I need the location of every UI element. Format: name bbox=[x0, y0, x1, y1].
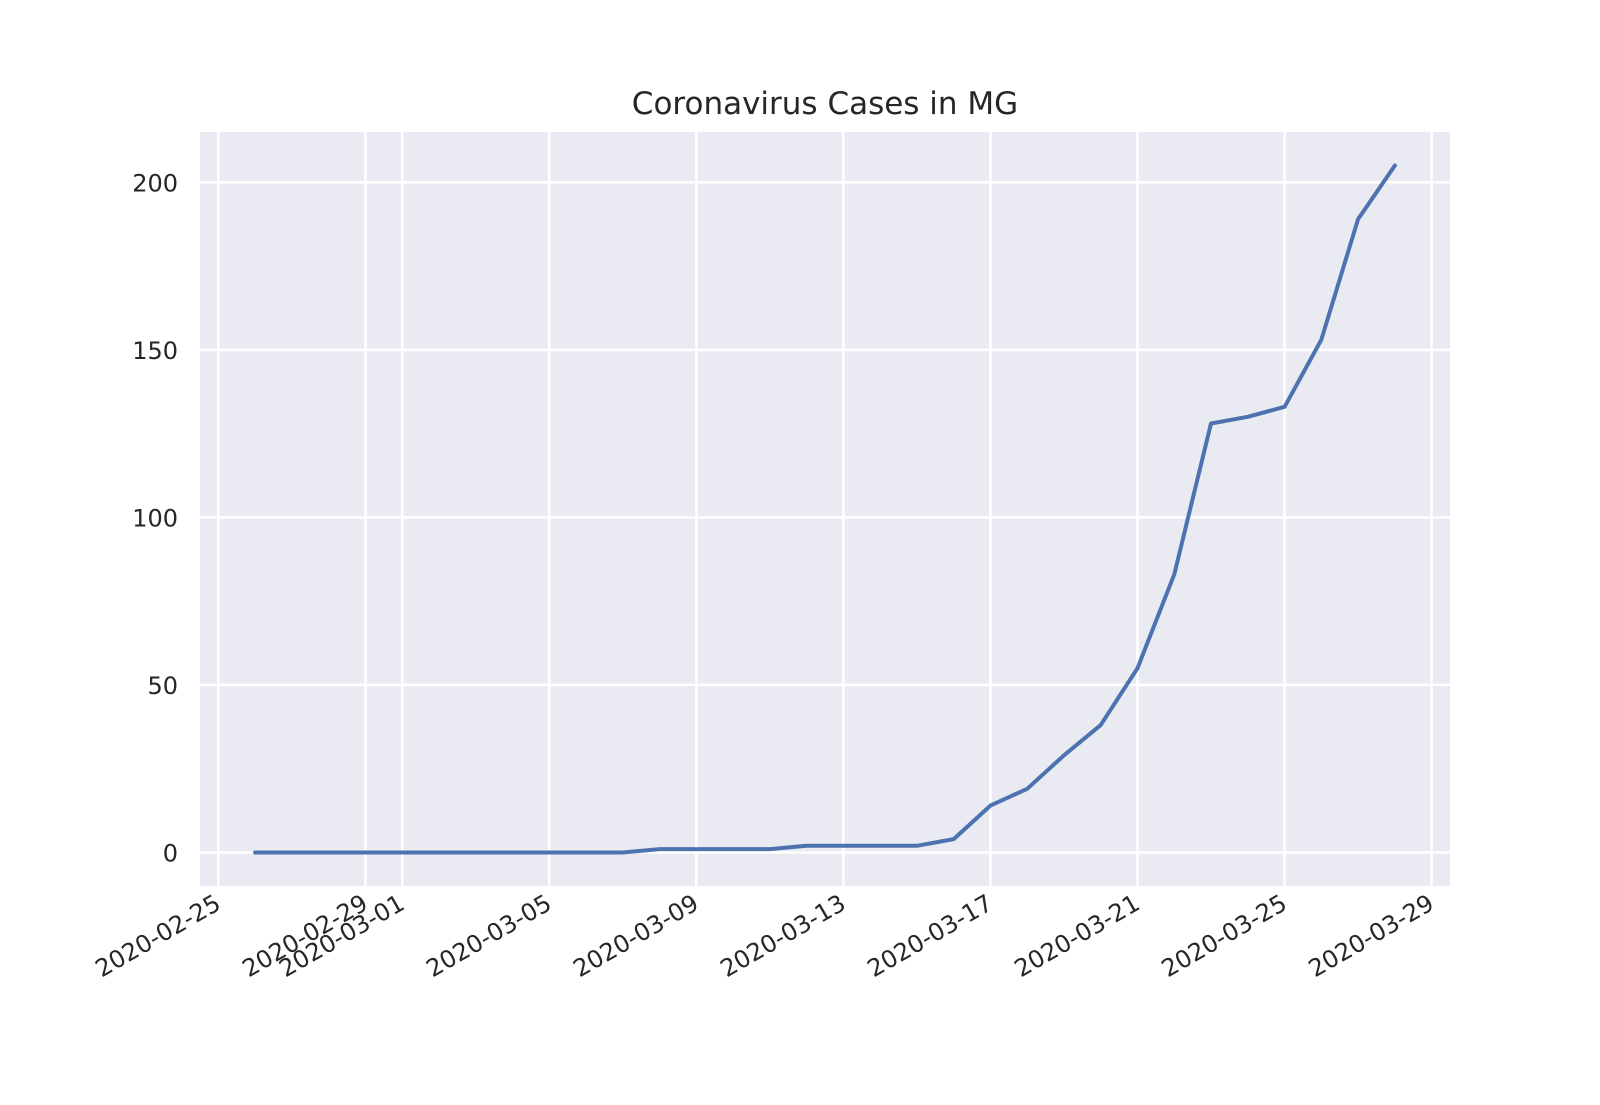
y-tick-label: 50 bbox=[147, 672, 178, 700]
x-tick-label: 2020-03-09 bbox=[569, 889, 704, 983]
y-tick-label: 200 bbox=[132, 169, 178, 197]
x-tick-label: 2020-03-13 bbox=[716, 889, 851, 983]
chart-title: Coronavirus Cases in MG bbox=[632, 86, 1018, 122]
x-tick-label: 2020-02-25 bbox=[91, 889, 226, 983]
y-tick-label: 0 bbox=[163, 839, 178, 867]
y-tick-label: 100 bbox=[132, 504, 178, 532]
grid bbox=[200, 132, 1450, 886]
series-layer bbox=[253, 163, 1397, 855]
plot-area bbox=[200, 132, 1450, 886]
x-tick-label: 2020-03-17 bbox=[863, 889, 998, 983]
y-tick-label: 150 bbox=[132, 337, 178, 365]
x-tick-label: 2020-03-29 bbox=[1304, 889, 1439, 983]
x-tick-label: 2020-03-25 bbox=[1157, 889, 1292, 983]
x-tick-label: 2020-03-05 bbox=[421, 889, 556, 983]
y-axis: 0 50 100 150 200 bbox=[132, 169, 178, 867]
series-line bbox=[253, 163, 1397, 855]
x-tick-label: 2020-03-21 bbox=[1010, 889, 1145, 983]
